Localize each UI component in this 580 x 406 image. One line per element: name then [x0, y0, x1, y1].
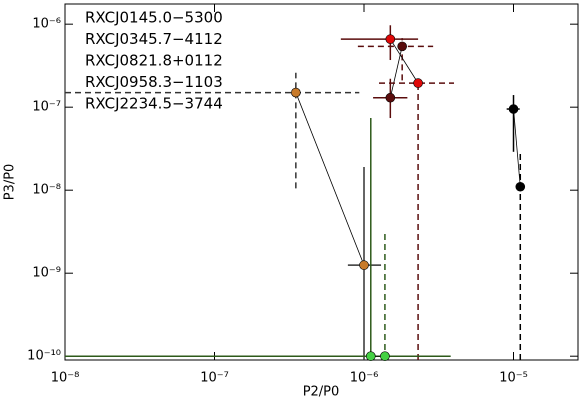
legend-entry: RXCJ0345.7−4112 — [85, 30, 223, 48]
x-tick-label: 10⁻⁵ — [499, 371, 528, 386]
legend-entry: RXCJ0821.8+0112 — [85, 52, 223, 70]
x-tick-label: 10⁻⁷ — [200, 371, 229, 386]
data-point — [385, 34, 396, 44]
data-point — [397, 41, 407, 52]
data-point — [380, 351, 390, 362]
y-tick-label: 10⁻⁷ — [32, 100, 61, 115]
x-tick-label: 10⁻⁶ — [350, 371, 379, 386]
x-axis-label: P2/P0 — [303, 385, 340, 400]
data-point — [385, 92, 396, 103]
legend-entry: RXCJ0958.3−1103 — [85, 73, 223, 91]
data-point — [508, 104, 519, 114]
y-axis-label: P3/P0 — [3, 164, 18, 201]
data-point — [365, 351, 376, 362]
data-point — [413, 78, 423, 88]
x-tick-label: 10⁻⁸ — [51, 371, 80, 386]
y-tick-label: 10⁻⁹ — [32, 266, 61, 281]
y-tick-label: 10⁻¹⁰ — [27, 349, 61, 364]
plot-frame — [64, 3, 579, 361]
data-point — [291, 87, 301, 98]
connecting-line — [295, 92, 365, 266]
y-tick-label: 10⁻⁶ — [32, 17, 61, 32]
data-point — [359, 260, 369, 270]
legend-entry: RXCJ0145.0−5300 — [85, 9, 223, 27]
connecting-line — [389, 38, 419, 84]
data-point — [515, 181, 526, 192]
y-tick-label: 10⁻⁸ — [32, 183, 61, 198]
legend-entry: RXCJ2234.5−3744 — [85, 95, 223, 113]
connecting-line — [513, 108, 521, 187]
connecting-line — [389, 46, 403, 98]
